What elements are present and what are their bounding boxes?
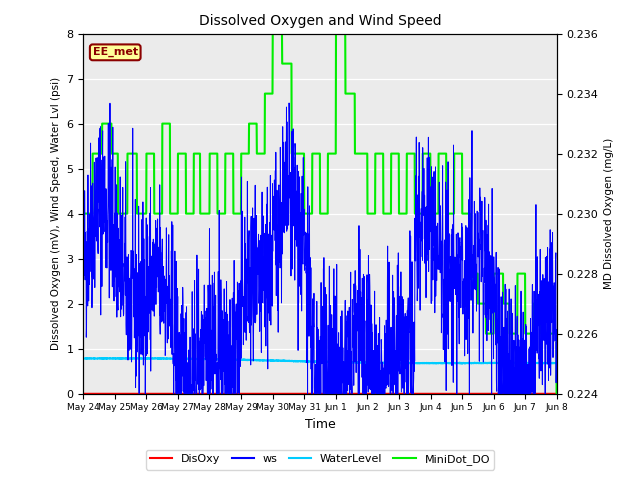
Y-axis label: MD Dissolved Oxygen (mg/L): MD Dissolved Oxygen (mg/L) [604,138,614,289]
X-axis label: Time: Time [305,418,335,431]
Text: EE_met: EE_met [93,47,138,58]
Y-axis label: Dissolved Oxygen (mV), Wind Speed, Water Lvl (psi): Dissolved Oxygen (mV), Wind Speed, Water… [51,77,61,350]
Legend: DisOxy, ws, WaterLevel, MiniDot_DO: DisOxy, ws, WaterLevel, MiniDot_DO [145,450,495,469]
Title: Dissolved Oxygen and Wind Speed: Dissolved Oxygen and Wind Speed [198,14,442,28]
